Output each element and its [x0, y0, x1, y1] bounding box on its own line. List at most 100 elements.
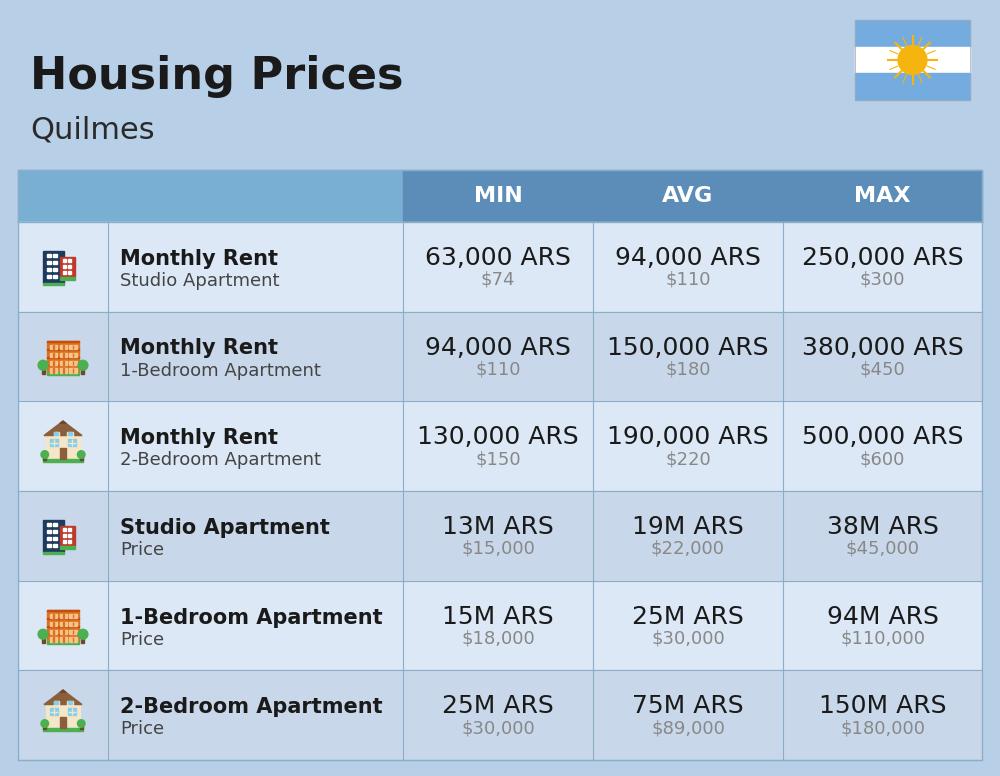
Bar [43, 520, 64, 553]
Text: Quilmes: Quilmes [30, 115, 155, 144]
Bar [855, 20, 970, 100]
Bar [47, 610, 79, 642]
Bar [69, 361, 77, 365]
Text: Monthly Rent: Monthly Rent [120, 338, 278, 359]
Bar [60, 622, 67, 626]
Bar [46, 435, 80, 459]
Circle shape [41, 719, 49, 727]
Bar [47, 341, 79, 372]
Polygon shape [44, 421, 82, 435]
Text: 150,000 ARS: 150,000 ARS [607, 335, 769, 359]
Bar [53, 530, 57, 533]
Bar [50, 708, 58, 715]
Bar [69, 637, 77, 642]
Bar [50, 629, 57, 634]
Bar [18, 580, 982, 670]
Bar [53, 268, 57, 272]
Text: 94,000 ARS: 94,000 ARS [425, 335, 571, 359]
Text: $150: $150 [475, 450, 521, 468]
Bar [68, 534, 71, 537]
Text: 500,000 ARS: 500,000 ARS [802, 425, 963, 449]
Polygon shape [60, 690, 66, 692]
Bar [43, 553, 64, 555]
Bar [63, 534, 66, 537]
Bar [50, 439, 58, 446]
Text: $300: $300 [860, 271, 905, 289]
Bar [60, 525, 75, 546]
Polygon shape [52, 427, 60, 432]
Bar [68, 265, 71, 268]
Bar [60, 629, 67, 634]
Bar [63, 258, 66, 262]
Bar [43, 251, 64, 283]
Bar [54, 701, 59, 705]
Text: 19M ARS: 19M ARS [632, 514, 744, 539]
Text: Monthly Rent: Monthly Rent [120, 428, 278, 449]
Bar [60, 353, 67, 357]
Bar [63, 265, 66, 268]
Bar [47, 254, 51, 257]
Text: 25M ARS: 25M ARS [442, 695, 554, 718]
Bar [47, 523, 51, 526]
Bar [18, 170, 108, 222]
Text: $110: $110 [475, 361, 521, 379]
Bar [18, 401, 982, 491]
Text: 63,000 ARS: 63,000 ARS [425, 246, 571, 270]
Bar [81, 636, 84, 643]
Bar [63, 540, 66, 543]
Polygon shape [44, 690, 82, 705]
Bar [47, 642, 79, 644]
Circle shape [41, 451, 49, 459]
Text: Price: Price [120, 541, 164, 559]
Bar [50, 361, 57, 365]
Text: 1-Bedroom Apartment: 1-Bedroom Apartment [120, 608, 383, 628]
Bar [50, 614, 57, 618]
Text: $180: $180 [665, 361, 711, 379]
Bar [53, 545, 57, 547]
Bar [53, 523, 57, 526]
Bar [60, 345, 67, 349]
Circle shape [77, 719, 85, 727]
Polygon shape [60, 421, 66, 424]
Bar [63, 271, 66, 275]
Bar [50, 622, 57, 626]
Bar [855, 20, 970, 47]
Bar [53, 254, 57, 257]
Text: 2-Bedroom Apartment: 2-Bedroom Apartment [120, 451, 321, 469]
Text: 94,000 ARS: 94,000 ARS [615, 246, 761, 270]
Bar [54, 432, 58, 435]
Circle shape [78, 629, 88, 639]
Bar [69, 345, 77, 349]
Bar [783, 170, 982, 222]
Text: $18,000: $18,000 [461, 629, 535, 647]
Text: $74: $74 [481, 271, 515, 289]
Text: $15,000: $15,000 [461, 540, 535, 558]
Bar [50, 637, 57, 642]
Text: Studio Apartment: Studio Apartment [120, 272, 280, 289]
Bar [68, 271, 71, 275]
Bar [108, 170, 403, 222]
Circle shape [38, 360, 48, 370]
Bar [68, 701, 72, 704]
Text: $89,000: $89,000 [651, 719, 725, 737]
Bar [18, 670, 982, 760]
Text: 75M ARS: 75M ARS [632, 695, 744, 718]
Bar [18, 222, 982, 312]
Bar [68, 708, 76, 715]
Bar [69, 353, 77, 357]
Bar [47, 545, 51, 547]
Circle shape [898, 46, 927, 74]
Polygon shape [52, 696, 60, 702]
Bar [60, 369, 67, 372]
Text: AVG: AVG [662, 186, 714, 206]
Bar [69, 629, 77, 634]
Text: $22,000: $22,000 [651, 540, 725, 558]
Bar [60, 546, 75, 549]
Bar [43, 724, 46, 729]
Text: 25M ARS: 25M ARS [632, 605, 744, 629]
Bar [60, 717, 66, 728]
Bar [53, 537, 57, 540]
Bar [68, 432, 72, 435]
Bar [46, 705, 80, 728]
Bar [47, 537, 51, 540]
